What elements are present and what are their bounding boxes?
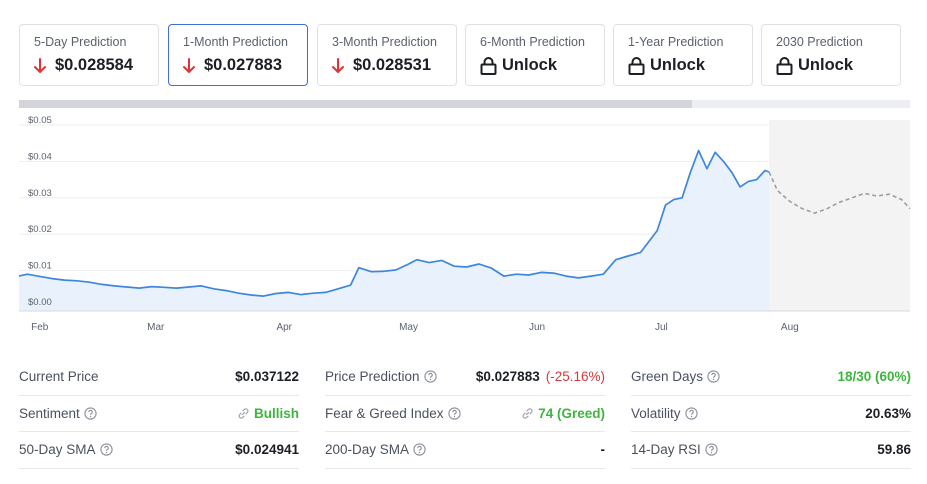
stat-value: $0.024941 xyxy=(235,442,299,457)
help-icon[interactable] xyxy=(423,370,437,383)
sentiment-link[interactable]: Bullish xyxy=(237,406,299,421)
card-label: 6-Month Prediction xyxy=(480,35,585,49)
stat-value: 59.86 xyxy=(877,442,911,457)
stat-green-days: Green Days 18/30 (60%) xyxy=(631,359,911,396)
x-tick-label: Mar xyxy=(147,322,165,333)
help-icon[interactable] xyxy=(413,443,426,456)
card-label: 1-Month Prediction xyxy=(183,35,288,49)
stat-200-day-sma: 200-Day SMA - xyxy=(325,432,605,469)
arrow-down-icon xyxy=(183,57,195,74)
stat-label: 200-Day SMA xyxy=(325,442,410,457)
x-tick-label: Aug xyxy=(781,322,799,333)
price-chart: $0.05 $0.04 $0.03 $0.02 $0.01 $0.00 Feb Mar Apr… xyxy=(18,115,911,333)
price-change-percent: (-25.16%) xyxy=(545,369,605,384)
y-tick-label: $0.03 xyxy=(28,188,52,199)
card-value: $0.028531 xyxy=(353,56,431,74)
y-tick-label: $0.00 xyxy=(28,297,52,308)
y-tick-label: $0.01 xyxy=(28,261,52,272)
stat-value: 20.63% xyxy=(865,405,911,421)
chart-range-scrollbar[interactable] xyxy=(19,100,910,108)
prediction-cards: 5-Day Prediction $0.028584 1-Month Predi… xyxy=(19,24,901,86)
help-icon[interactable] xyxy=(684,406,698,420)
link-icon xyxy=(521,407,534,420)
stats-column-1: Current Price $0.037122 Sentiment Bullis… xyxy=(19,359,299,469)
chart-series xyxy=(18,120,911,311)
stat-50-day-sma: 50-Day SMA $0.024941 xyxy=(19,432,299,469)
x-tick-label: Jul xyxy=(655,322,668,333)
card-3-month-prediction[interactable]: 3-Month Prediction $0.028531 xyxy=(317,24,457,86)
help-icon[interactable] xyxy=(705,443,718,456)
stat-label: Price Prediction xyxy=(325,369,420,384)
card-value: $0.027883 xyxy=(204,56,282,74)
stat-label: Current Price xyxy=(19,369,99,384)
x-tick-label: Jun xyxy=(529,322,545,333)
card-value: Unlock xyxy=(650,56,706,74)
x-tick-label: May xyxy=(399,322,418,333)
stat-fear-greed-index: Fear & Greed Index 74 (Greed) xyxy=(325,396,605,432)
stat-value: 74 (Greed) xyxy=(538,405,605,421)
arrow-down-icon xyxy=(332,57,344,74)
lock-icon xyxy=(628,56,645,75)
help-icon[interactable] xyxy=(99,443,113,456)
lock-icon xyxy=(776,56,793,75)
x-tick-label: Apr xyxy=(276,322,292,333)
y-tick-label: $0.04 xyxy=(28,151,52,162)
forecast-line xyxy=(768,171,911,214)
card-5-day-prediction[interactable]: 5-Day Prediction $0.028584 xyxy=(19,24,159,86)
card-label: 5-Day Prediction xyxy=(34,35,127,49)
help-icon[interactable] xyxy=(84,406,97,420)
stats-column-3: Green Days 18/30 (60%) Volatility 20.63%… xyxy=(631,359,911,469)
stat-price-prediction: Price Prediction $0.027883 (-25.16%) xyxy=(325,359,605,396)
x-axis: Feb Mar Apr May Jun Jul Aug xyxy=(19,310,910,333)
stat-value: $0.037122 xyxy=(235,369,299,384)
card-2030-prediction[interactable]: 2030 Prediction Unlock xyxy=(761,24,901,86)
stat-label: 50-Day SMA xyxy=(19,442,96,457)
lock-icon xyxy=(480,56,497,75)
stats-column-2: Price Prediction $0.027883 (-25.16%) Fear… xyxy=(325,359,605,469)
stat-value: $0.027883 xyxy=(475,369,540,384)
help-icon[interactable] xyxy=(707,370,720,383)
stat-label: Fear & Greed Index xyxy=(325,405,444,421)
fear-greed-link[interactable]: 74 (Greed) xyxy=(521,406,605,421)
y-tick-label: $0.02 xyxy=(28,224,52,235)
stat-label: Volatility xyxy=(631,405,681,421)
stat-value: - xyxy=(600,442,606,457)
price-line xyxy=(18,149,770,297)
link-icon xyxy=(237,407,250,420)
stat-volatility: Volatility 20.63% xyxy=(631,396,911,432)
card-6-month-prediction[interactable]: 6-Month Prediction Unlock xyxy=(465,24,605,86)
card-label: 1-Year Prediction xyxy=(628,35,724,49)
card-label: 3-Month Prediction xyxy=(332,35,437,49)
card-label: 2030 Prediction xyxy=(776,35,863,49)
card-1-month-prediction[interactable]: 1-Month Prediction $0.027883 xyxy=(168,24,308,86)
card-value: Unlock xyxy=(502,56,558,74)
stat-label: Green Days xyxy=(631,369,704,384)
help-icon[interactable] xyxy=(447,406,461,420)
stat-current-price: Current Price $0.037122 xyxy=(19,359,299,396)
card-value: $0.028584 xyxy=(55,56,133,74)
arrow-down-icon xyxy=(34,57,46,74)
forecast-region xyxy=(769,120,910,311)
y-tick-label: $0.05 xyxy=(28,115,52,126)
stat-value: Bullish xyxy=(253,405,299,421)
card-1-year-prediction[interactable]: 1-Year Prediction Unlock xyxy=(613,24,753,86)
price-area xyxy=(19,150,770,311)
stat-14-day-rsi: 14-Day RSI 59.86 xyxy=(631,432,911,469)
stat-label: 14-Day RSI xyxy=(631,442,701,457)
card-value: Unlock xyxy=(798,56,854,74)
x-tick-label: Feb xyxy=(31,322,49,333)
stat-sentiment: Sentiment Bullish xyxy=(19,396,299,432)
y-axis: $0.05 $0.04 $0.03 $0.02 $0.01 $0.00 xyxy=(28,115,52,308)
stat-label: Sentiment xyxy=(19,405,80,421)
stat-value: 18/30 (60%) xyxy=(837,369,911,384)
chart-range-thumb[interactable] xyxy=(19,100,692,108)
